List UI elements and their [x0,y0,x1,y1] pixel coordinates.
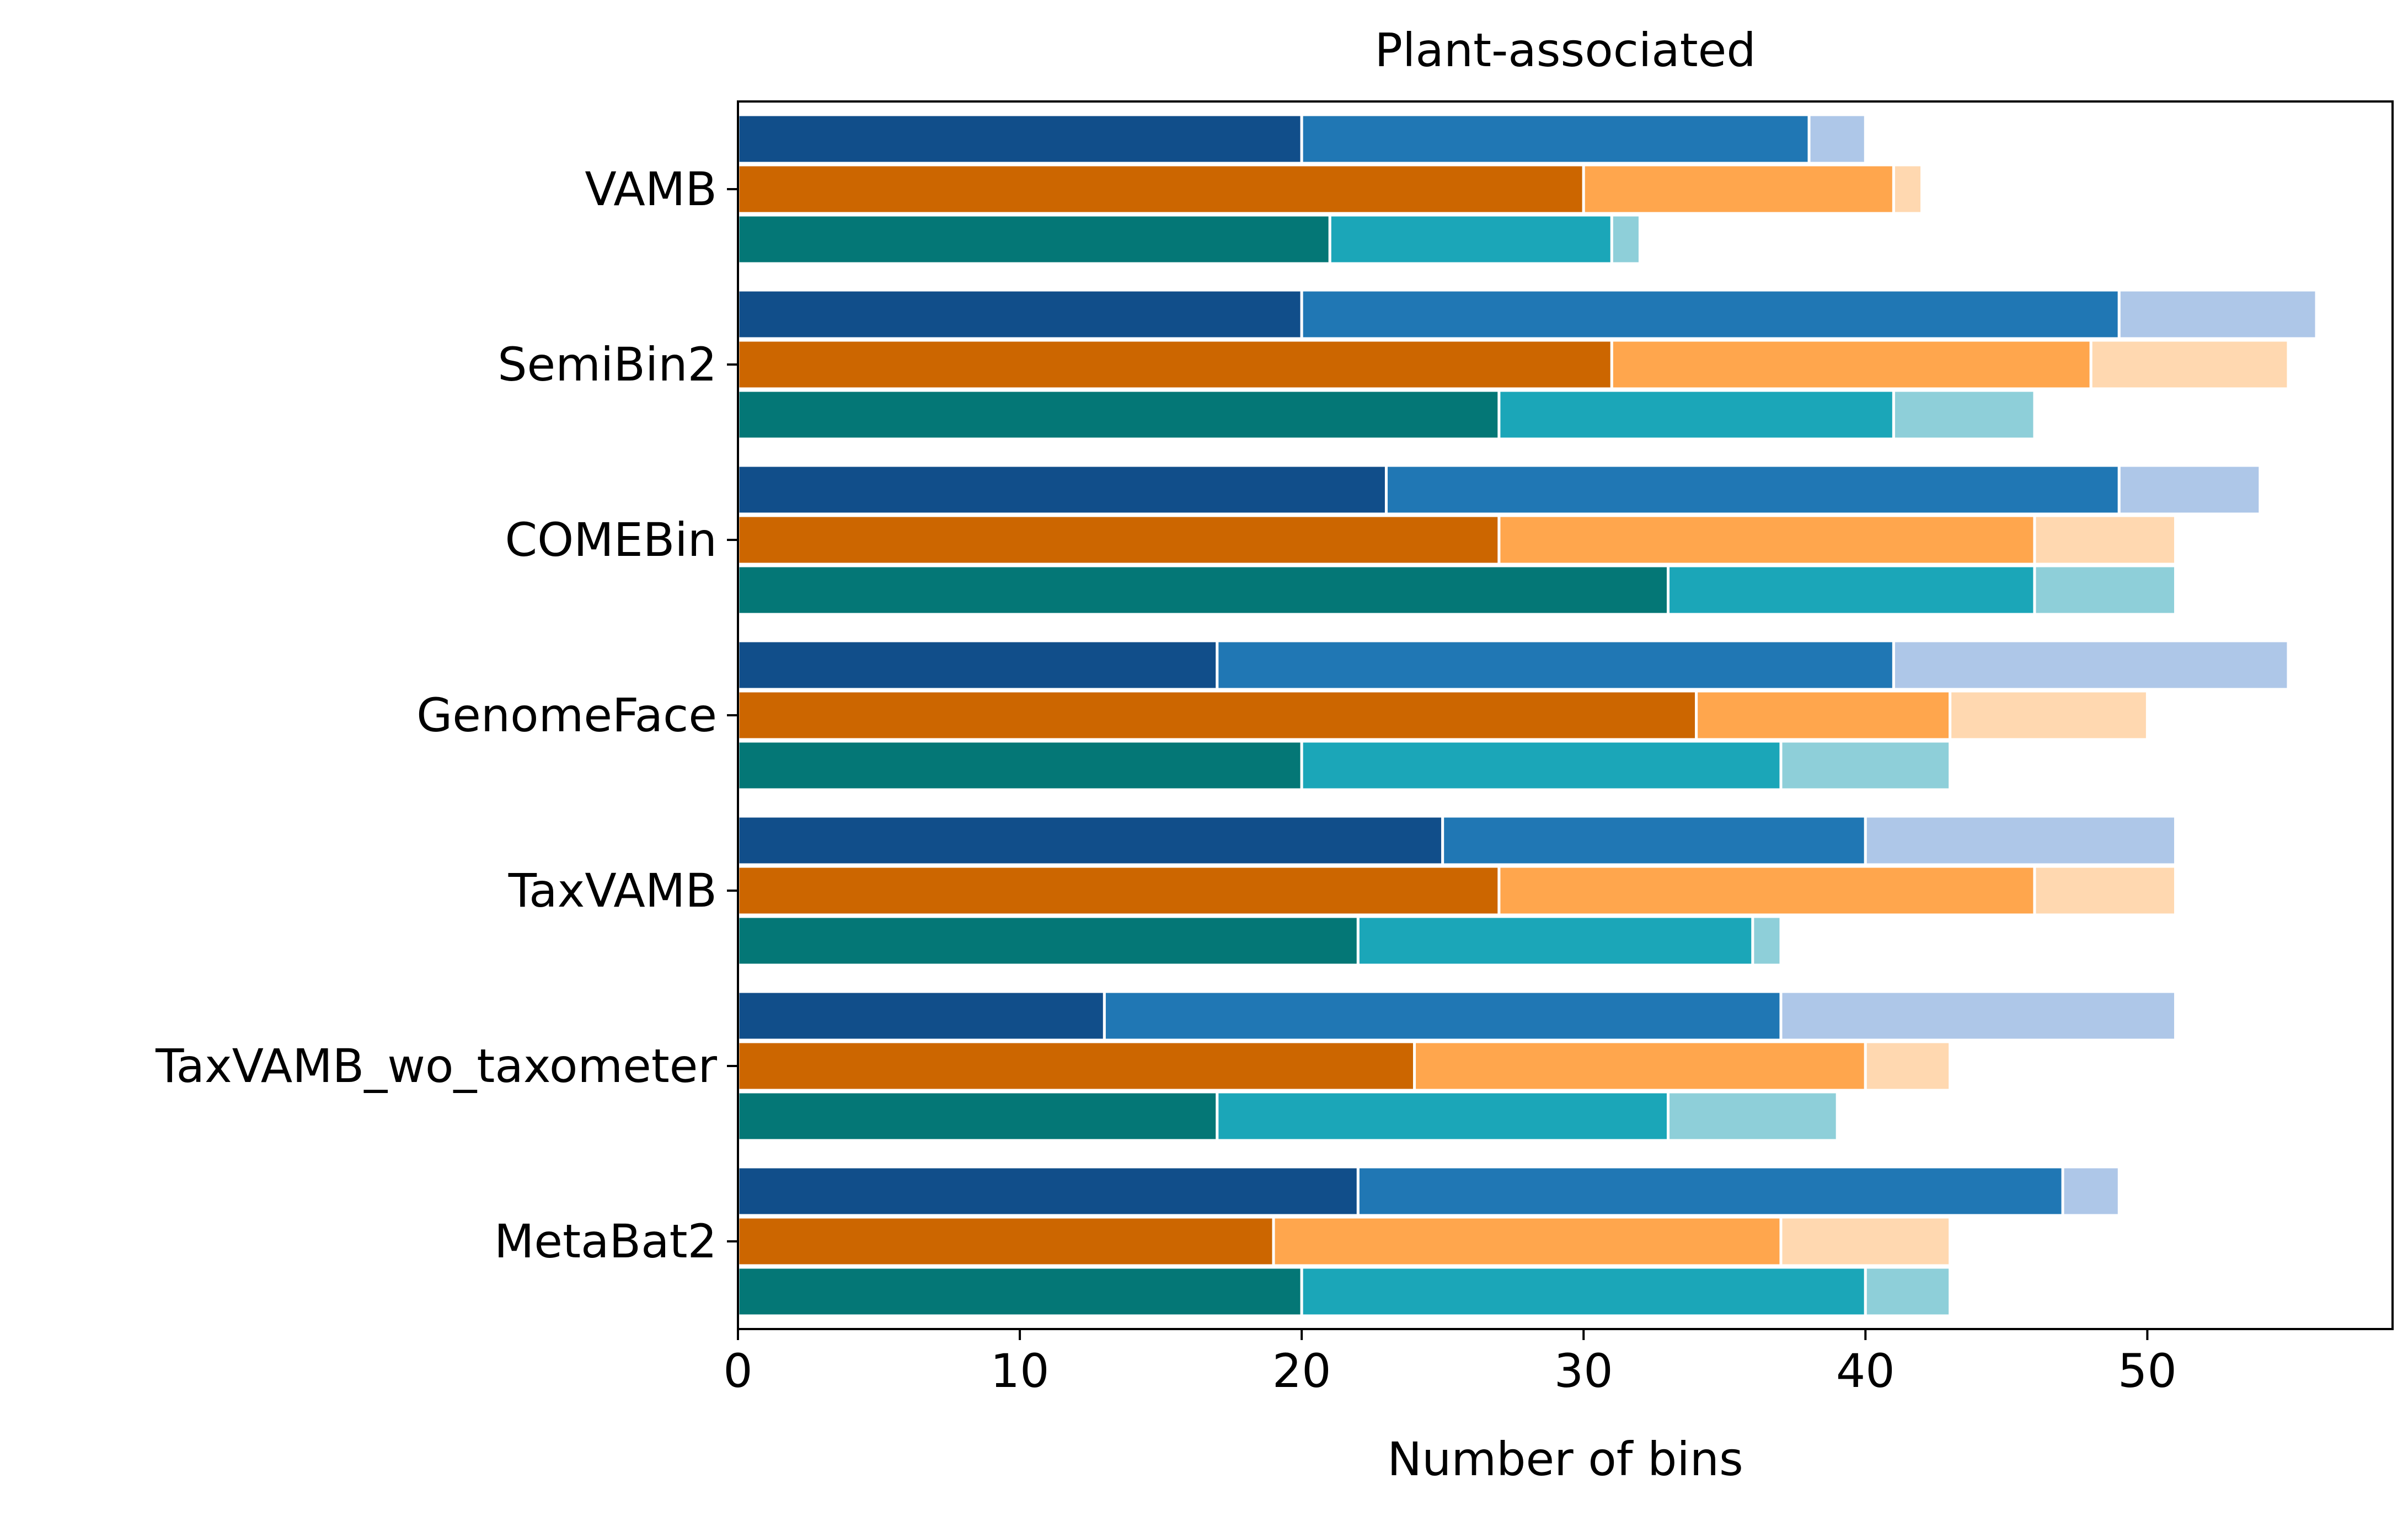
bar-segment [736,740,1303,791]
bar-segment [2089,339,2290,390]
bar-segment [1328,213,1613,265]
bar-segment [736,689,1698,741]
bar-segment [1300,1266,1867,1317]
x-tick-label: 10 [991,1344,1050,1398]
bar-segment [736,915,1360,967]
bar-segment [736,815,1444,866]
y-tick-label: VAMB [585,162,717,216]
bar-segment [1892,163,1924,215]
bar-segment [1779,740,1952,791]
y-tick-label: TaxVAMB [508,864,717,918]
x-tick-label: 40 [1836,1344,1895,1398]
bar-segment [736,514,1501,566]
bar-segment [1103,990,1783,1042]
bar-segment [1610,213,1641,265]
bar-segment [1864,1040,1952,1092]
bar-segment [736,389,1501,441]
bar-segment [1300,740,1783,791]
bar-segment [1864,815,2177,866]
x-axis-ticks: 0 10 20 30 40 50 [723,1329,2177,1398]
bar-segment [736,163,1585,215]
bar-segment [1216,1090,1670,1142]
y-tick-label: TaxVAMB_wo_taxometer [155,1039,717,1093]
bar-segment [736,213,1331,265]
bar-segment [1441,815,1867,866]
x-tick-label: 50 [2118,1344,2177,1398]
bar-segment [1667,1090,1839,1142]
bar-segment [1695,689,1952,741]
bar-segment [1892,389,2036,441]
bar-segment [1356,915,1754,967]
bar-segment [2033,514,2177,566]
bar-segment [736,865,1501,917]
bar-segment [736,1090,1219,1142]
y-tick-label: COMEBin [505,513,717,567]
x-tick-label: 0 [723,1344,752,1398]
bar-segment [2061,1165,2121,1217]
bar-segment [1864,1266,1952,1317]
bar-segment [1300,288,2121,340]
bar-segment [736,564,1670,616]
y-axis-ticks: VAMB SemiBin2 COMEBin GenomeFace TaxVAMB TaxV… [155,162,738,1268]
bar-segment [736,1215,1275,1267]
bar-segment [2033,865,2177,917]
bar-segment [1413,1040,1867,1092]
bar-segment [1751,915,1783,967]
bar-segment [1667,564,2036,616]
bar-segment [1949,689,2149,741]
bar-segment [1779,1215,1952,1267]
bar-segment [1497,514,2036,566]
bars-layer [736,113,2318,1317]
y-tick-label: SemiBin2 [497,338,717,392]
bar-segment [736,1165,1360,1217]
bar-segment [2117,288,2318,340]
x-tick-label: 30 [1554,1344,1613,1398]
bar-segment [1807,113,1867,165]
chart-title: Plant-associated [1374,23,1756,77]
bar-segment [1610,339,2093,390]
bar-segment [736,464,1388,516]
bar-segment [736,1040,1416,1092]
bar-segment [736,990,1106,1042]
bar-segment [1582,163,1895,215]
bar-segment [736,639,1219,691]
bar-segment [1300,113,1811,165]
bar-segment [2033,564,2177,616]
bar-segment [1497,865,2036,917]
bar-segment [736,288,1303,340]
bar-segment [736,339,1613,390]
bar-segment [1356,1165,2064,1217]
bar-segment [1779,990,2177,1042]
bar-segment [2117,464,2262,516]
bar-segment [1216,639,1895,691]
bar-segment [1272,1215,1783,1267]
y-tick-label: MetaBat2 [494,1214,717,1268]
bar-segment [1384,464,2121,516]
x-axis-label: Number of bins [1387,1432,1743,1486]
bar-segment [1892,639,2290,691]
bar-segment [736,1266,1303,1317]
bar-segment [736,113,1303,165]
x-tick-label: 20 [1272,1344,1331,1398]
y-tick-label: GenomeFace [416,688,717,742]
bar-segment [1497,389,1895,441]
